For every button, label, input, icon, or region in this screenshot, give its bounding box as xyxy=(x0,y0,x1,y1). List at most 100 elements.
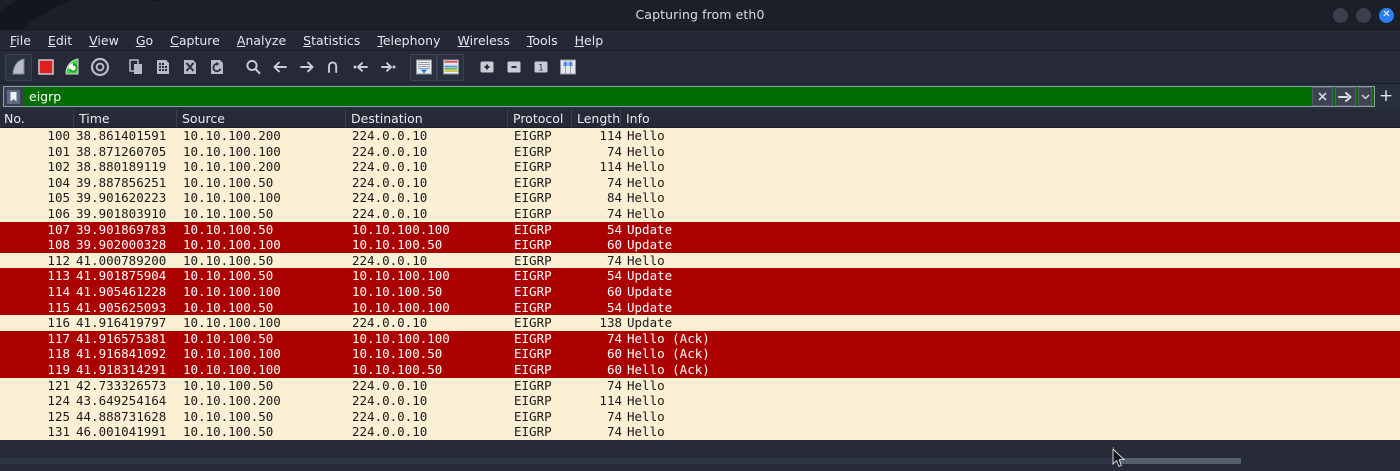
close-file-icon[interactable] xyxy=(176,54,203,81)
column-header-no[interactable]: No. xyxy=(4,111,25,126)
column-header-info[interactable]: Info xyxy=(626,111,650,126)
packet-destination: 10.10.100.50 xyxy=(352,361,443,377)
packet-row[interactable]: 101 38.871260705 10.10.100.100 224.0.0.10 EI… xyxy=(0,143,1400,160)
packet-info: Hello (Ack) xyxy=(627,361,710,377)
packet-row[interactable]: 105 39.901620223 10.10.100.100 224.0.0.10 EI… xyxy=(0,190,1400,206)
go-to-last-packet-icon[interactable] xyxy=(374,54,401,81)
find-packet-icon[interactable] xyxy=(239,54,266,81)
menu-help[interactable]: Help xyxy=(574,32,604,48)
save-file-icon[interactable] xyxy=(149,54,176,81)
colorize-packets-icon[interactable] xyxy=(437,53,464,81)
column-divider[interactable] xyxy=(571,110,572,127)
menu-wireless[interactable]: Wireless xyxy=(457,32,510,48)
go-to-packet-icon[interactable] xyxy=(320,54,347,81)
packet-no: 115 xyxy=(47,299,70,315)
packet-info: Hello (Ack) xyxy=(627,330,710,346)
packet-length: 54 xyxy=(606,268,622,284)
packet-info: Update xyxy=(627,221,673,237)
menu-go[interactable]: Go xyxy=(135,32,154,48)
autoscroll-icon[interactable] xyxy=(410,53,437,81)
menu-capture[interactable]: Capture xyxy=(170,32,220,48)
packet-no: 106 xyxy=(47,205,70,221)
capture-options-icon[interactable] xyxy=(86,54,113,81)
packet-row[interactable]: 114 41.905461228 10.10.100.100 10.10.100.50… xyxy=(0,283,1400,300)
packet-row[interactable]: 118 41.916841092 10.10.100.100 10.10.100.50… xyxy=(0,346,1400,362)
column-header-protocol[interactable]: Protocol xyxy=(513,111,564,126)
packet-destination: 224.0.0.10 xyxy=(352,174,428,190)
go-forward-icon[interactable] xyxy=(293,54,320,81)
column-divider[interactable] xyxy=(620,110,621,127)
packet-time: 38.880189119 xyxy=(76,159,167,175)
packet-row[interactable]: 108 39.902000328 10.10.100.100 10.10.100.50… xyxy=(0,237,1400,253)
menu-statistics[interactable]: Statistics xyxy=(303,32,361,48)
clear-filter-button[interactable] xyxy=(1312,87,1333,106)
packet-row[interactable]: 121 42.733326573 10.10.100.50 224.0.0.10 EIG… xyxy=(0,377,1400,394)
packet-time: 39.901869783 xyxy=(76,221,167,237)
packet-row[interactable]: 102 38.880189119 10.10.100.200 224.0.0.10 EI… xyxy=(0,159,1400,175)
filter-bookmark-icon[interactable] xyxy=(4,87,23,106)
stop-capture-icon[interactable] xyxy=(32,54,59,81)
packet-row[interactable]: 104 39.887856251 10.10.100.50 224.0.0.10 EIG… xyxy=(0,174,1400,191)
packet-info: Update xyxy=(627,268,673,284)
close-button[interactable]: ✕ xyxy=(1379,7,1394,23)
menu-tools[interactable]: Tools xyxy=(526,32,558,48)
go-to-first-packet-icon[interactable] xyxy=(347,54,374,81)
display-filter-value[interactable]: eigrp xyxy=(29,89,62,104)
packet-row[interactable]: 131 46.001041991 10.10.100.50 224.0.0.10 EIG… xyxy=(0,424,1400,440)
reload-file-icon[interactable] xyxy=(203,54,230,81)
packet-row[interactable]: 106 39.901803910 10.10.100.50 224.0.0.10 EIG… xyxy=(0,205,1400,222)
open-file-icon[interactable] xyxy=(122,54,149,81)
resize-columns-icon[interactable] xyxy=(554,54,581,81)
packet-row[interactable]: 116 41.916419797 10.10.100.100 224.0.0.10 EI… xyxy=(0,315,1400,331)
menu-telephony[interactable]: Telephony xyxy=(377,32,441,48)
filter-history-dropdown[interactable] xyxy=(1358,87,1372,106)
packet-row[interactable]: 112 41.000789200 10.10.100.50 224.0.0.10 EIG… xyxy=(0,252,1400,269)
menu-analyze[interactable]: Analyze xyxy=(236,32,287,48)
packet-destination: 224.0.0.10 xyxy=(352,377,428,393)
menu-file[interactable]: File xyxy=(10,32,31,48)
restart-capture-icon[interactable] xyxy=(59,54,86,81)
packet-protocol: EIGRP xyxy=(514,205,552,221)
column-header-time[interactable]: Time xyxy=(79,111,110,126)
packet-row[interactable]: 100 38.861401591 10.10.100.200 224.0.0.10 EI… xyxy=(0,128,1400,144)
packet-info: Hello xyxy=(627,190,665,206)
packet-protocol: EIGRP xyxy=(514,283,552,299)
packet-row[interactable]: 107 39.901869783 10.10.100.50 10.10.100.100… xyxy=(0,221,1400,238)
zoom-out-icon[interactable] xyxy=(500,54,527,81)
start-capture-icon[interactable] xyxy=(5,53,32,81)
column-header-length[interactable]: Length xyxy=(577,111,621,126)
column-divider[interactable] xyxy=(345,110,346,127)
zoom-in-icon[interactable] xyxy=(473,54,500,81)
packet-source: 10.10.100.50 xyxy=(183,268,274,284)
display-filter-input[interactable]: eigrp xyxy=(3,86,1375,107)
packet-row[interactable]: 113 41.901875904 10.10.100.50 10.10.100.100… xyxy=(0,268,1400,284)
packet-row[interactable]: 115 41.905625093 10.10.100.50 10.10.100.100… xyxy=(0,299,1400,316)
packet-destination: 224.0.0.10 xyxy=(352,159,428,175)
add-filter-button[interactable]: + xyxy=(1378,86,1394,106)
packet-source: 10.10.100.50 xyxy=(183,299,274,315)
normal-size-icon[interactable]: 1 xyxy=(527,54,554,81)
minimize-button[interactable] xyxy=(1333,7,1348,23)
column-divider[interactable] xyxy=(73,110,74,127)
menu-view[interactable]: View xyxy=(89,32,119,48)
packet-list[interactable]: 100 38.861401591 10.10.100.200 224.0.0.10 EI… xyxy=(0,128,1400,440)
column-header-destination[interactable]: Destination xyxy=(351,111,423,126)
packet-time: 41.000789200 xyxy=(76,252,167,268)
apply-filter-button[interactable] xyxy=(1335,87,1356,106)
column-divider[interactable] xyxy=(176,110,177,127)
maximize-button[interactable] xyxy=(1356,7,1371,23)
packet-row[interactable]: 119 41.918314291 10.10.100.100 10.10.100.50… xyxy=(0,361,1400,378)
menu-edit[interactable]: Edit xyxy=(47,32,73,48)
packet-protocol: EIGRP xyxy=(514,174,552,190)
packet-row[interactable]: 125 44.888731628 10.10.100.50 224.0.0.10 EIG… xyxy=(0,408,1400,425)
splitter-grip[interactable] xyxy=(1119,458,1241,464)
packet-length: 74 xyxy=(606,174,622,190)
column-header-source[interactable]: Source xyxy=(182,111,225,126)
packet-destination: 10.10.100.100 xyxy=(352,299,450,315)
go-back-icon[interactable] xyxy=(266,54,293,81)
column-divider[interactable] xyxy=(507,110,508,127)
packet-row[interactable]: 124 43.649254164 10.10.100.200 224.0.0.10 EI… xyxy=(0,393,1400,409)
packet-row[interactable]: 117 41.916575381 10.10.100.50 10.10.100.100… xyxy=(0,330,1400,347)
packet-destination: 224.0.0.10 xyxy=(352,143,428,159)
